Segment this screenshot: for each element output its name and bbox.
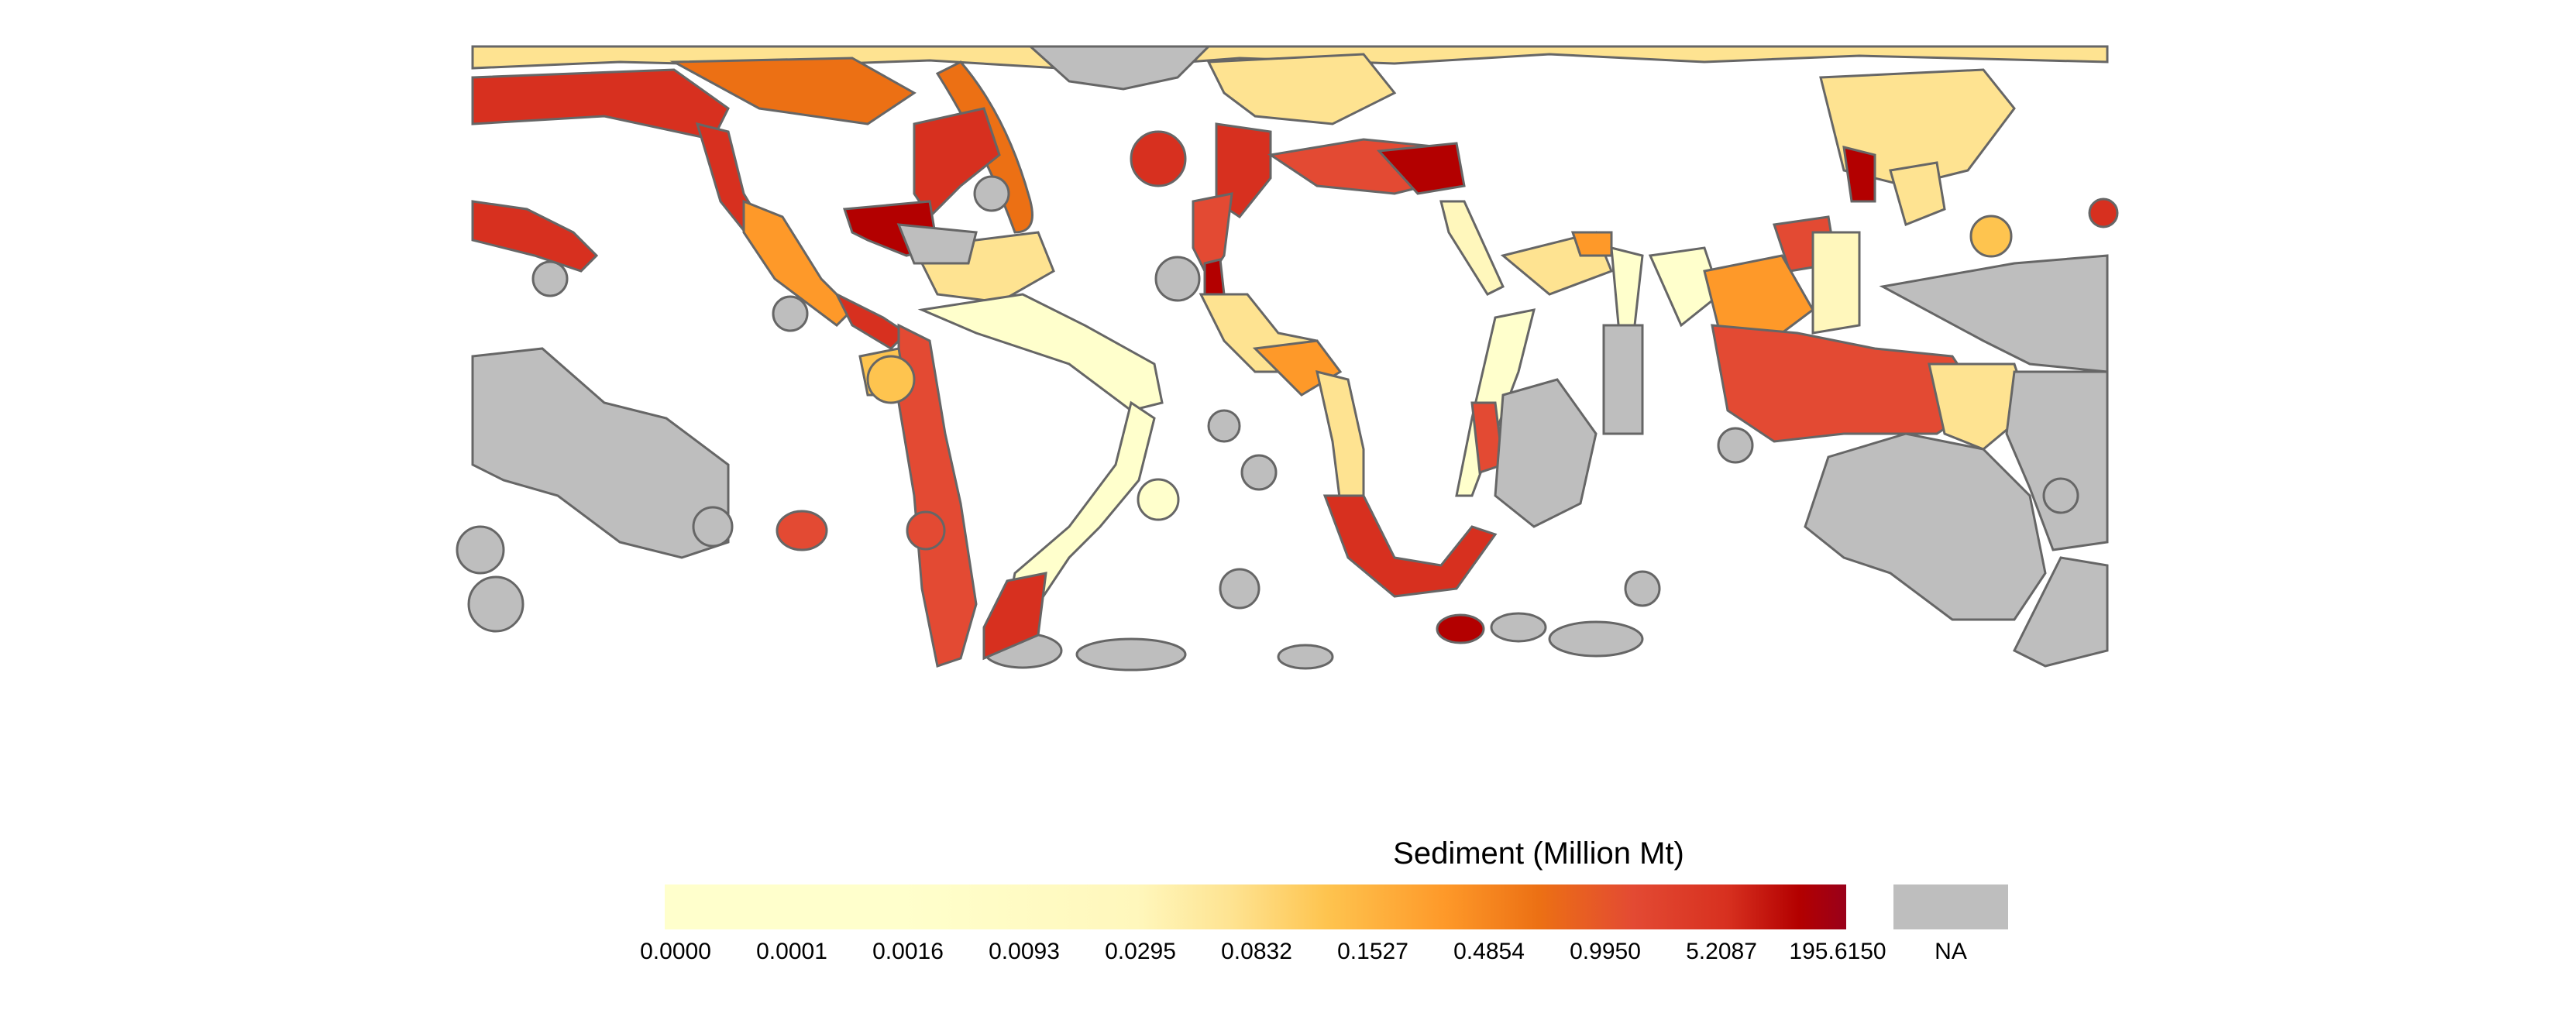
map-region-philippines bbox=[1811, 231, 1861, 335]
map-region-chagos bbox=[1717, 427, 1754, 464]
map-region-caribbean-islands bbox=[896, 223, 978, 265]
map-region-mexico-west bbox=[742, 199, 855, 327]
map-region-sea-of-japan bbox=[1842, 146, 1876, 203]
map-region-south-africa bbox=[1322, 494, 1498, 598]
legend-tick: 0.1527 bbox=[1337, 939, 1408, 964]
map-region-europe-north bbox=[1206, 53, 1397, 125]
map-region-melanesia bbox=[2005, 370, 2109, 551]
legend-title: Sediment (Million Mt) bbox=[1393, 836, 1684, 871]
map-region-trindade bbox=[1137, 478, 1180, 521]
map-region-hawaii bbox=[471, 200, 599, 273]
legend-tick: 0.0016 bbox=[872, 939, 944, 964]
map-region-sa-north bbox=[917, 293, 1164, 412]
legend-tick: 5.2087 bbox=[1686, 939, 1757, 964]
map-region-galapagos bbox=[866, 355, 916, 404]
legend-tick: 0.4854 bbox=[1453, 939, 1525, 964]
map-region-japan-pacific bbox=[1889, 161, 1946, 227]
map-region-new-zealand bbox=[2012, 556, 2109, 668]
legend-tick: 0.0001 bbox=[756, 939, 827, 964]
map-region-pacific-islands bbox=[456, 175, 1661, 672]
map-region-juan-fernandez bbox=[906, 510, 946, 551]
map-region-persian-gulf bbox=[1570, 231, 1613, 257]
map-region-madagascar bbox=[1494, 378, 1598, 528]
map-region-greenland bbox=[1027, 45, 1212, 91]
legend-tick: 0.0295 bbox=[1105, 939, 1176, 964]
map-region-maldives bbox=[1602, 324, 1644, 435]
map-region-north-pacific-east bbox=[2088, 198, 2119, 228]
legend-tick: 0.9950 bbox=[1570, 939, 1641, 964]
map-region-bonin bbox=[1969, 215, 2013, 258]
map-region-africa-canary bbox=[1203, 258, 1226, 300]
world-map bbox=[456, 45, 2119, 672]
map-region-easter-island bbox=[776, 510, 828, 551]
map-region-sa-west bbox=[897, 323, 978, 668]
legend-na-swatch bbox=[1893, 884, 2008, 929]
legend-tick: 0.0000 bbox=[640, 939, 711, 964]
map-region-iceland bbox=[1130, 130, 1187, 187]
map-region-australia bbox=[1804, 432, 2047, 621]
legend-tick: 0.0832 bbox=[1221, 939, 1292, 964]
map-region-na-east-coast bbox=[913, 107, 1001, 219]
map-region-kerguelen bbox=[2042, 477, 2079, 514]
legend-na-label: NA bbox=[1935, 939, 1967, 964]
map-region-canada-arctic bbox=[669, 57, 917, 125]
map-region-black-sea-east-med bbox=[1376, 142, 1466, 195]
legend-tick: 0.0093 bbox=[989, 939, 1060, 964]
map-region-rio-de-la-plata bbox=[982, 572, 1047, 661]
map-region-tristan bbox=[1436, 613, 1485, 644]
legend-color-bar bbox=[665, 884, 1846, 929]
map-region-south-china-sea bbox=[1703, 254, 1814, 335]
map-region-red-sea bbox=[1439, 200, 1505, 296]
legend-tick: 195.6150 bbox=[1789, 939, 1886, 964]
